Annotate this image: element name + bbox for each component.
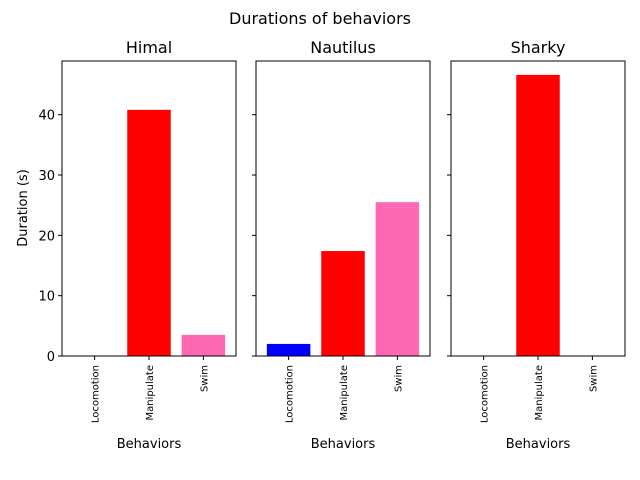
y-tick-label: 20	[38, 229, 55, 244]
x-axis-label: Behaviors	[117, 437, 182, 452]
panel-title: Himal	[126, 38, 172, 57]
figure-title: Durations of behaviors	[229, 9, 411, 28]
y-tick-label: 30	[38, 169, 55, 184]
x-tick-label: Swim	[199, 365, 210, 392]
x-tick-label: Locomotion	[91, 365, 102, 423]
bar-manipulate	[321, 251, 365, 356]
y-tick-label: 10	[38, 290, 55, 305]
y-axis-label: Duration (s)	[16, 169, 31, 247]
axes-frame	[255, 60, 431, 357]
panel-title: Nautilus	[310, 38, 376, 57]
bar-locomotion	[266, 343, 311, 356]
x-tick-label: Swim	[588, 365, 599, 392]
bar-manipulate	[516, 74, 560, 357]
y-tick-label: 0	[47, 350, 55, 365]
x-tick-label: Swim	[393, 365, 404, 392]
x-tick-label: Locomotion	[285, 365, 296, 423]
bar-swim	[375, 202, 420, 356]
panel-title: Sharky	[511, 38, 566, 57]
y-tick-label: 40	[38, 109, 55, 124]
panel-1: Nautilus Locomotion Manipulate Swim Behavior…	[252, 38, 431, 452]
axes-frame	[450, 60, 626, 357]
bar-manipulate	[127, 109, 171, 357]
x-axis-label: Behaviors	[506, 437, 571, 452]
axes-frame	[61, 60, 237, 357]
panel-2: Sharky Locomotion Manipulate Swim Behaviors	[447, 38, 626, 452]
x-tick-label: Manipulate	[145, 365, 156, 421]
x-axis-label: Behaviors	[311, 437, 376, 452]
panels: Himal 0 10 20 30 40 Locomotion Manipulate Swim Be…	[38, 38, 626, 452]
x-tick-label: Manipulate	[339, 365, 350, 421]
x-tick-label: Manipulate	[534, 365, 545, 421]
panel-0: Himal 0 10 20 30 40 Locomotion Manipulate Swim Be…	[38, 38, 237, 452]
bar-swim	[181, 334, 226, 356]
x-tick-label: Locomotion	[480, 365, 491, 423]
